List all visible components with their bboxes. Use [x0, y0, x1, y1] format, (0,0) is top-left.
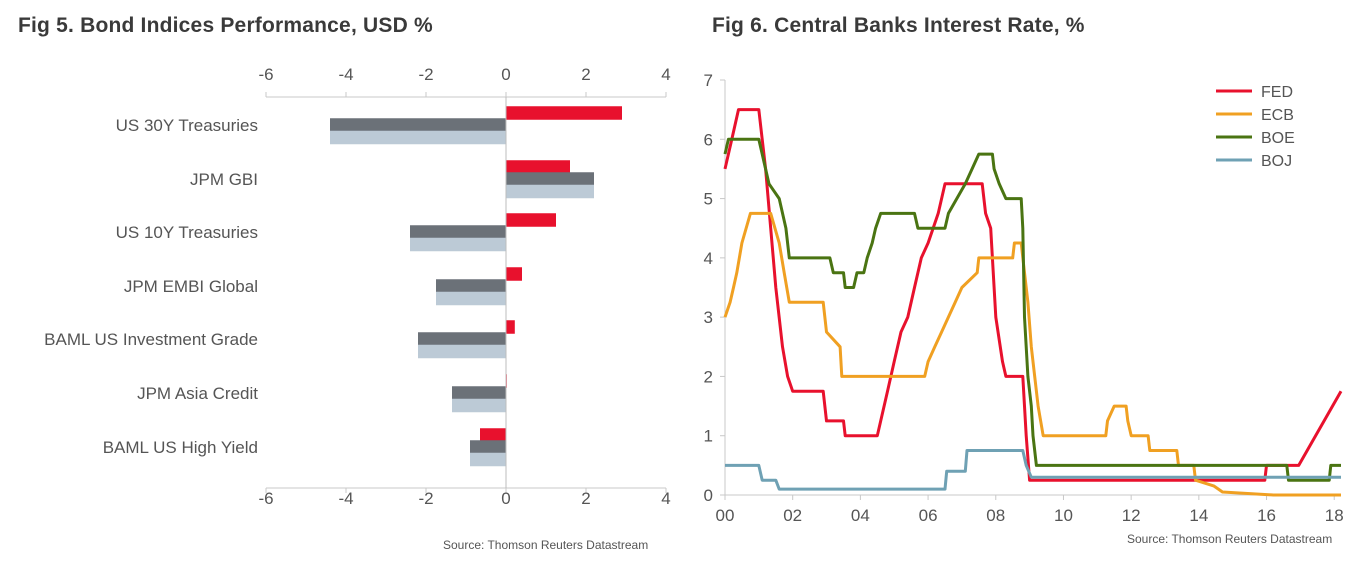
bar	[452, 398, 506, 413]
category-label: US 10Y Treasuries	[116, 223, 258, 242]
bar	[506, 106, 622, 120]
x-tick-label-bottom: 0	[501, 489, 510, 508]
bar	[470, 452, 506, 467]
series-line-boe	[723, 137, 1341, 482]
bar	[452, 386, 506, 400]
bar	[470, 440, 506, 454]
bar	[436, 291, 506, 306]
bar	[436, 279, 506, 293]
x-tick-label-top: -4	[338, 65, 353, 84]
category-label: US 30Y Treasuries	[116, 116, 258, 135]
bar	[330, 130, 506, 145]
y-tick-label: 1	[704, 427, 713, 446]
category-label: BAML US Investment Grade	[44, 330, 258, 349]
x-tick-label: 00	[716, 506, 735, 525]
x-tick-label-bottom: -2	[418, 489, 433, 508]
y-tick-label: 4	[704, 249, 713, 268]
bar	[506, 320, 515, 334]
bond-indices-chart: -6 -6 -4 -4 -2 -2 0 0 2 2 4 4 US 30Y Treasuries JPM G…	[44, 65, 671, 508]
x-tick-label: 10	[1054, 506, 1073, 525]
bar	[506, 172, 594, 186]
x-tick-label-bottom: -4	[338, 489, 353, 508]
bar	[410, 237, 506, 252]
bar	[506, 184, 594, 199]
legend-label-boj: BOJ	[1261, 153, 1292, 170]
bar	[506, 160, 570, 174]
x-tick-label-top: 2	[581, 65, 590, 84]
y-tick-label: 7	[704, 71, 713, 90]
right-chart-source: Source: Thomson Reuters Datastream	[1127, 532, 1333, 546]
legend-label-boe: BOE	[1261, 130, 1295, 147]
bar	[418, 332, 506, 346]
x-tick-label: 08	[986, 506, 1005, 525]
category-label: JPM EMBI Global	[124, 277, 258, 296]
y-tick-label: 6	[704, 130, 713, 149]
series-line-boj	[725, 449, 1341, 491]
x-tick-label: 18	[1325, 506, 1344, 525]
left-chart-source: Source: Thomson Reuters Datastream	[443, 538, 649, 552]
x-tick-label: 12	[1122, 506, 1141, 525]
bar	[418, 344, 506, 359]
x-tick-label-top: -2	[418, 65, 433, 84]
right-chart-title: Fig 6. Central Banks Interest Rate, %	[712, 14, 1085, 37]
x-tick-label-bottom: 2	[581, 489, 590, 508]
x-tick-label: 14	[1189, 506, 1208, 525]
left-chart-title: Fig 5. Bond Indices Performance, USD %	[18, 14, 433, 37]
x-tick-label: 04	[851, 506, 870, 525]
x-tick-label-top: 4	[661, 65, 670, 84]
x-tick-label-bottom: -6	[258, 489, 273, 508]
y-tick-label: 2	[704, 367, 713, 386]
y-tick-label: 0	[704, 486, 713, 505]
x-tick-label-bottom: 4	[661, 489, 670, 508]
x-tick-label: 02	[783, 506, 802, 525]
category-label: JPM Asia Credit	[137, 384, 258, 403]
y-tick-label: 5	[704, 190, 713, 209]
category-label: BAML US High Yield	[103, 438, 258, 457]
legend-label-fed: FED	[1261, 84, 1293, 101]
x-tick-label: 06	[919, 506, 938, 525]
bar	[480, 428, 506, 442]
x-tick-label-top: 0	[501, 65, 510, 84]
bar	[410, 225, 506, 239]
bar	[506, 213, 556, 227]
series-line-ecb	[723, 211, 1341, 497]
series-line-fed	[723, 108, 1343, 482]
y-tick-label: 3	[704, 308, 713, 327]
category-label: JPM GBI	[190, 170, 258, 189]
legend-label-ecb: ECB	[1261, 107, 1294, 124]
x-tick-label-top: -6	[258, 65, 273, 84]
bar	[330, 118, 506, 132]
bar	[506, 267, 522, 281]
x-tick-label: 16	[1257, 506, 1276, 525]
